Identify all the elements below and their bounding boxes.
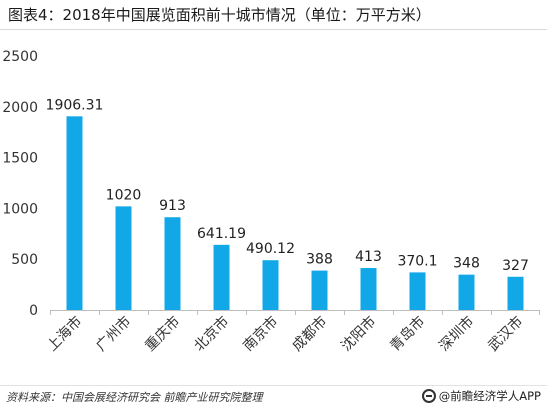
y-tick-label: 2000 bbox=[2, 100, 38, 116]
y-tick-label: 0 bbox=[29, 303, 38, 319]
y-tick-label: 2500 bbox=[2, 49, 38, 65]
bar-深圳市 bbox=[458, 274, 475, 310]
bar-武汉市 bbox=[507, 276, 524, 310]
bar-上海市 bbox=[66, 116, 83, 310]
value-label: 913 bbox=[159, 198, 186, 214]
axis-layer: 0 500 1000 1500 2000 2500 bbox=[2, 49, 540, 319]
category-label: 沈阳市 bbox=[338, 313, 380, 355]
bar-青岛市 bbox=[409, 272, 426, 310]
title-divider bbox=[0, 29, 547, 30]
bar-南京市 bbox=[262, 260, 279, 310]
y-tick-label: 500 bbox=[11, 252, 38, 268]
source-note: 资料来源：中国会展经济研究会 前瞻产业研究院整理 bbox=[6, 391, 263, 404]
value-label: 490.12 bbox=[246, 241, 295, 257]
category-label: 广州市 bbox=[93, 313, 135, 355]
category-label: 重庆市 bbox=[142, 313, 184, 355]
bars-layer bbox=[66, 116, 524, 310]
brand-text: @前瞻经济学人APP bbox=[438, 389, 541, 403]
bar-广州市 bbox=[115, 206, 132, 310]
chart-title: 图表4：2018年中国展览面积前十城市情况（单位：万平方米） bbox=[8, 6, 431, 24]
bar-成都市 bbox=[311, 270, 328, 310]
brand-mark: @前瞻经济学人APP bbox=[421, 388, 541, 404]
value-label: 348 bbox=[453, 256, 480, 272]
category-label: 南京市 bbox=[240, 313, 282, 355]
value-label: 327 bbox=[502, 258, 529, 274]
value-label: 1020 bbox=[106, 187, 142, 203]
category-label: 深圳市 bbox=[436, 313, 478, 355]
y-tick-label: 1000 bbox=[2, 201, 38, 217]
value-label: 413 bbox=[355, 249, 382, 265]
bar-北京市 bbox=[213, 244, 230, 310]
category-label: 青岛市 bbox=[387, 313, 429, 355]
bar-沈阳市 bbox=[360, 268, 377, 310]
bar-重庆市 bbox=[164, 217, 181, 310]
category-label: 武汉市 bbox=[485, 313, 527, 355]
y-tick-label: 1500 bbox=[2, 151, 38, 167]
value-label: 1906.31 bbox=[46, 97, 104, 113]
category-label: 成都市 bbox=[289, 313, 331, 355]
footer-divider bbox=[0, 385, 547, 386]
category-label: 上海市 bbox=[44, 313, 86, 355]
value-label: 641.19 bbox=[197, 226, 246, 242]
brand-logo-icon bbox=[421, 389, 436, 403]
value-label: 388 bbox=[306, 252, 333, 268]
category-label: 北京市 bbox=[191, 313, 233, 355]
value-label: 370.1 bbox=[397, 253, 437, 269]
